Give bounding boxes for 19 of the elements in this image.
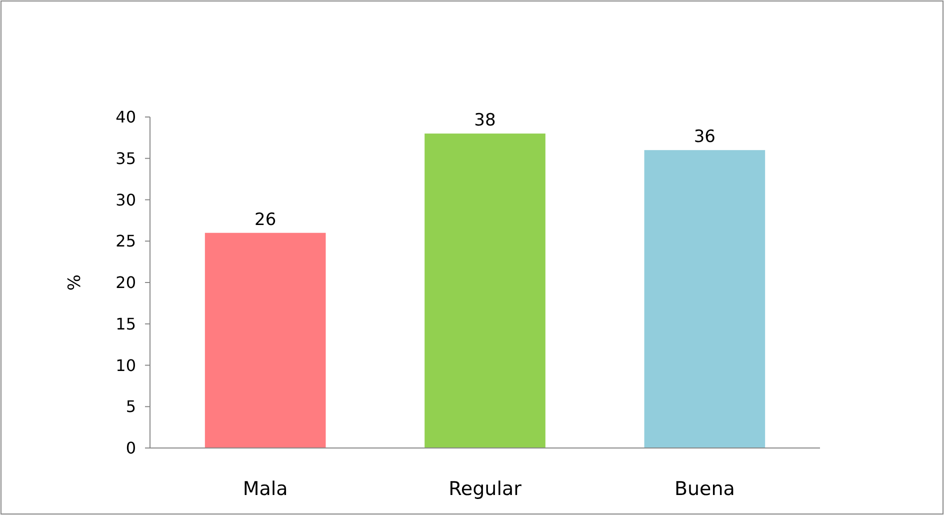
y-tick-label: 40: [116, 108, 136, 127]
y-tick-label: 25: [116, 232, 136, 251]
x-tick-label: Mala: [242, 478, 288, 500]
y-tick-label: 5: [126, 397, 136, 416]
bar: [204, 232, 326, 448]
y-tick-label: 20: [116, 273, 136, 292]
bar: [644, 150, 766, 448]
data-label: 38: [474, 110, 496, 131]
y-tick-label: 35: [116, 148, 136, 168]
y-axis-title: %: [65, 274, 85, 291]
x-tick-label: Regular: [448, 478, 522, 500]
bar: [424, 134, 546, 448]
y-tick-label: 0: [126, 438, 136, 458]
data-label: 26: [254, 210, 276, 230]
data-label: 36: [694, 127, 716, 148]
y-tick-label: 15: [116, 314, 136, 334]
y-tick-label: 10: [116, 356, 136, 375]
x-tick-label: Buena: [674, 478, 735, 500]
y-tick-label: 30: [116, 190, 136, 210]
